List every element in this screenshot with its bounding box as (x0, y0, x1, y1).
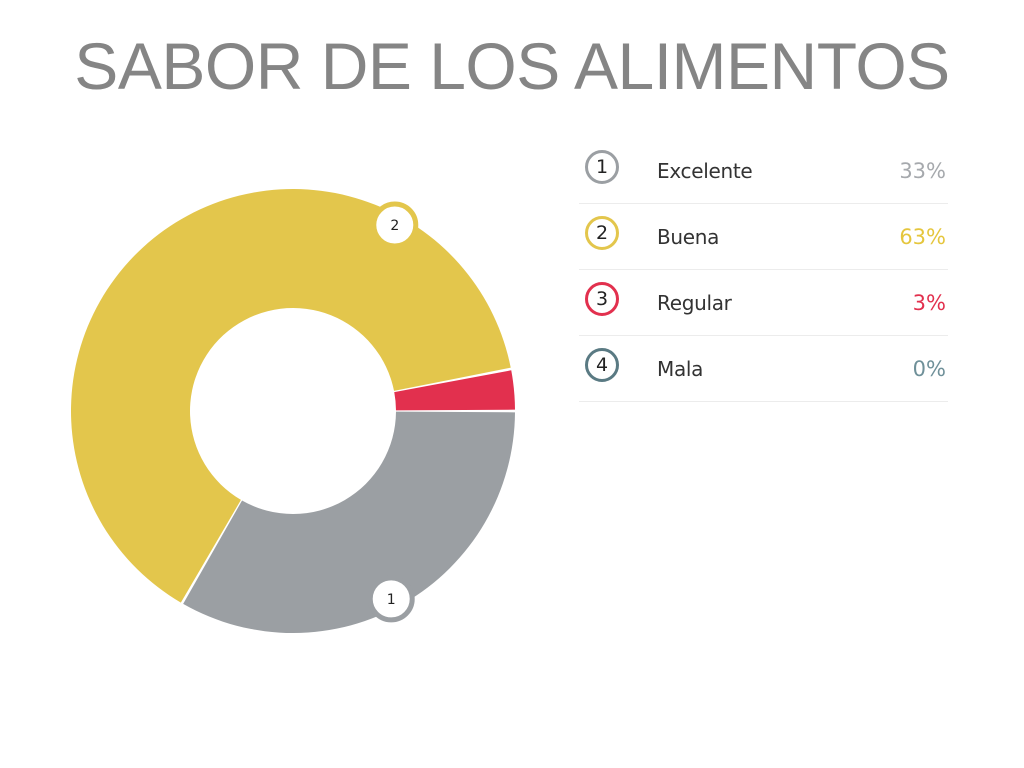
legend-item-buena[interactable]: 2 Buena 63% (579, 204, 948, 270)
legend-label: Buena (657, 225, 720, 249)
legend-item-excelente[interactable]: 1 Excelente 33% (579, 138, 948, 204)
legend-marker: 2 (585, 216, 619, 250)
donut-slice-buena[interactable] (71, 188, 511, 603)
legend-value: 3% (912, 291, 946, 315)
legend-item-regular[interactable]: 3 Regular 3% (579, 270, 948, 336)
legend-marker: 4 (585, 348, 619, 382)
legend-value: 63% (899, 225, 946, 249)
slice-marker-inner (377, 207, 413, 243)
legend-value: 33% (899, 159, 946, 183)
legend-label: Regular (657, 291, 732, 315)
legend-label: Excelente (657, 159, 753, 183)
slice-marker-1: 1 (367, 575, 415, 623)
page-title: SABOR DE LOS ALIMENTOS (74, 29, 950, 103)
legend-marker: 3 (585, 282, 619, 316)
slice-marker-label: 2 (390, 218, 399, 234)
slice-marker-inner (373, 581, 409, 617)
donut-slice-excelente[interactable] (183, 411, 515, 633)
legend-item-mala[interactable]: 4 Mala 0% (579, 336, 948, 402)
legend-label: Mala (657, 357, 704, 381)
chart-legend: 1 Excelente 33% 2 Buena 63% 3 Regular 3%… (579, 138, 948, 402)
donut-slice-regular[interactable] (394, 370, 515, 411)
slice-marker-2: 2 (371, 201, 419, 249)
legend-value: 0% (912, 357, 946, 381)
slice-marker-label: 1 (387, 592, 396, 608)
donut-chart-svg: 12 (71, 188, 515, 633)
legend-marker: 1 (585, 150, 619, 184)
